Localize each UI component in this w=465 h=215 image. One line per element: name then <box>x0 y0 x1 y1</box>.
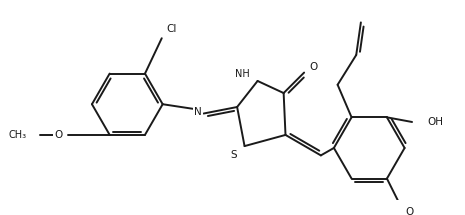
Text: O: O <box>310 62 318 72</box>
Text: NH: NH <box>235 69 250 78</box>
Text: Cl: Cl <box>166 24 177 34</box>
Text: CH₃: CH₃ <box>9 130 27 140</box>
Text: O: O <box>54 130 62 140</box>
Text: OH: OH <box>427 117 443 127</box>
Text: N: N <box>194 107 202 117</box>
Text: S: S <box>231 150 237 160</box>
Text: O: O <box>405 207 414 215</box>
